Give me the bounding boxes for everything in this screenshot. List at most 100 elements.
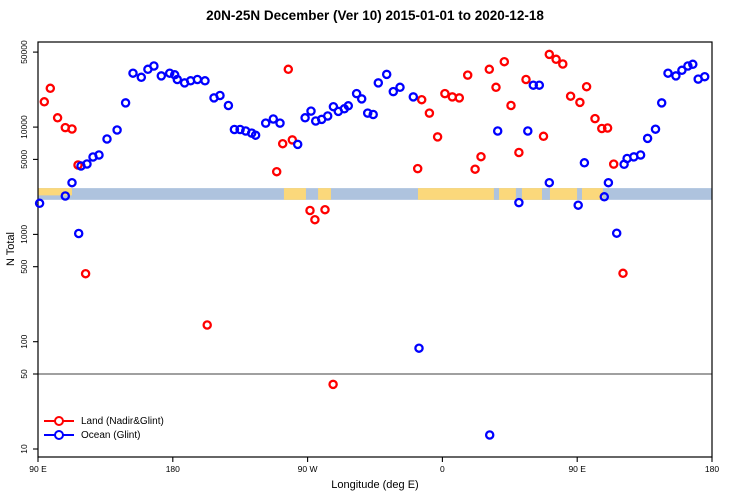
land-data-point [597, 123, 607, 134]
y-tick-label: 500 [19, 259, 29, 273]
ocean-data-point [635, 150, 646, 160]
ocean-data-point [60, 191, 71, 201]
ocean-data-point [67, 177, 77, 188]
ocean-data-point [235, 124, 245, 135]
land-data-point [608, 159, 619, 169]
land-data-point [565, 91, 576, 101]
ocean-data-point [671, 71, 681, 81]
ocean-data-point [351, 88, 362, 99]
land-data-point [514, 147, 524, 158]
land-legend-symbol-icon [44, 416, 74, 426]
land-data-point [581, 81, 592, 92]
ocean-data-point [192, 74, 203, 85]
ocean-data-point [683, 61, 693, 71]
ocean-data-point [688, 59, 698, 70]
ocean-data-point [268, 114, 279, 124]
ocean-data-point [343, 101, 354, 111]
land-data-point [590, 113, 600, 124]
ocean-data-point [322, 111, 333, 121]
ocean-data-point [603, 177, 614, 188]
chart-title: 20N-25N December (Ver 10) 2015-01-01 to … [206, 8, 544, 23]
ocean-data-point [356, 94, 367, 104]
y-tick-label: 50 [19, 369, 29, 379]
legend-label-ocean: Ocean (Glint) [81, 429, 141, 441]
ocean-data-point [492, 126, 503, 136]
land-data-point [305, 205, 315, 216]
ocean-data-point [544, 177, 555, 188]
ocean-data-point [663, 68, 673, 78]
land-data-point [521, 74, 531, 85]
ocean-data-point [112, 125, 122, 135]
ocean-data-point [484, 430, 495, 440]
ocean-data-point [128, 68, 138, 78]
ocean-data-point [82, 159, 92, 169]
land-data-point [45, 83, 56, 94]
legend-label-land: Land (Nadir&Glint) [81, 415, 164, 427]
map-strip-ocean-gap [515, 188, 522, 200]
land-data-point [484, 64, 495, 75]
ocean-data-point [200, 76, 210, 86]
ocean-legend-symbol-icon [44, 430, 74, 440]
ocean-data-point [306, 106, 316, 116]
ocean-data-point [656, 98, 667, 108]
land-data-point [277, 138, 288, 149]
land-data-point [618, 268, 628, 279]
land-data-point [491, 82, 501, 93]
ocean-data-point [650, 124, 661, 134]
ocean-data-point [642, 133, 653, 144]
ocean-data-point [73, 228, 84, 239]
land-data-point [476, 151, 486, 162]
ocean-data-point [34, 198, 45, 209]
ocean-data-point [275, 118, 285, 128]
x-tick-label: 180 [166, 464, 180, 474]
ocean-data-point [136, 72, 147, 83]
ocean-data-point [164, 68, 175, 78]
land-data-point [602, 123, 613, 133]
ocean-data-point [677, 65, 687, 76]
ocean-data-point [408, 92, 419, 102]
ocean-data-point [368, 109, 378, 120]
y-tick-label: 1000 [19, 225, 29, 244]
ocean-data-point [362, 108, 373, 118]
ocean-data-point [528, 80, 539, 90]
ocean-data-point [300, 113, 310, 123]
map-strip-land-segment [38, 188, 72, 196]
land-data-point [80, 268, 91, 279]
map-strip-ocean-gap [577, 188, 582, 200]
map-strip-ocean-gap [542, 188, 550, 200]
land-data-point [271, 166, 282, 177]
ocean-data-point [102, 134, 112, 144]
x-tick-label: 90 E [29, 464, 47, 474]
land-data-point [424, 108, 435, 118]
legend-item-land: Land (Nadir&Glint) [44, 414, 164, 428]
ocean-data-point [534, 80, 545, 90]
land-data-point [454, 93, 465, 103]
land-data-point [67, 124, 77, 134]
land-data-point [432, 132, 443, 142]
land-data-point [538, 131, 549, 142]
ocean-data-point [514, 197, 524, 208]
land-data-point [52, 113, 63, 123]
ocean-data-point [250, 130, 261, 140]
ocean-data-point [381, 69, 392, 80]
map-strip-ocean-gap [493, 188, 500, 200]
land-data-point [558, 59, 568, 69]
x-tick-label: 90 W [298, 464, 318, 474]
ocean-data-point [260, 118, 271, 128]
land-data-point [440, 88, 450, 99]
ocean-data-point [292, 139, 303, 150]
ocean-data-point [229, 124, 240, 135]
land-data-point [202, 320, 212, 330]
land-data-point [462, 70, 473, 80]
ocean-data-point [94, 150, 104, 160]
land-data-point [39, 97, 50, 107]
ocean-data-point [395, 82, 405, 93]
land-data-point [470, 164, 480, 174]
map-strip-ocean [38, 188, 712, 200]
ocean-data-point [699, 71, 710, 82]
ocean-data-point [172, 74, 183, 85]
ocean-data-point [120, 98, 131, 108]
ocean-data-point [414, 343, 424, 353]
